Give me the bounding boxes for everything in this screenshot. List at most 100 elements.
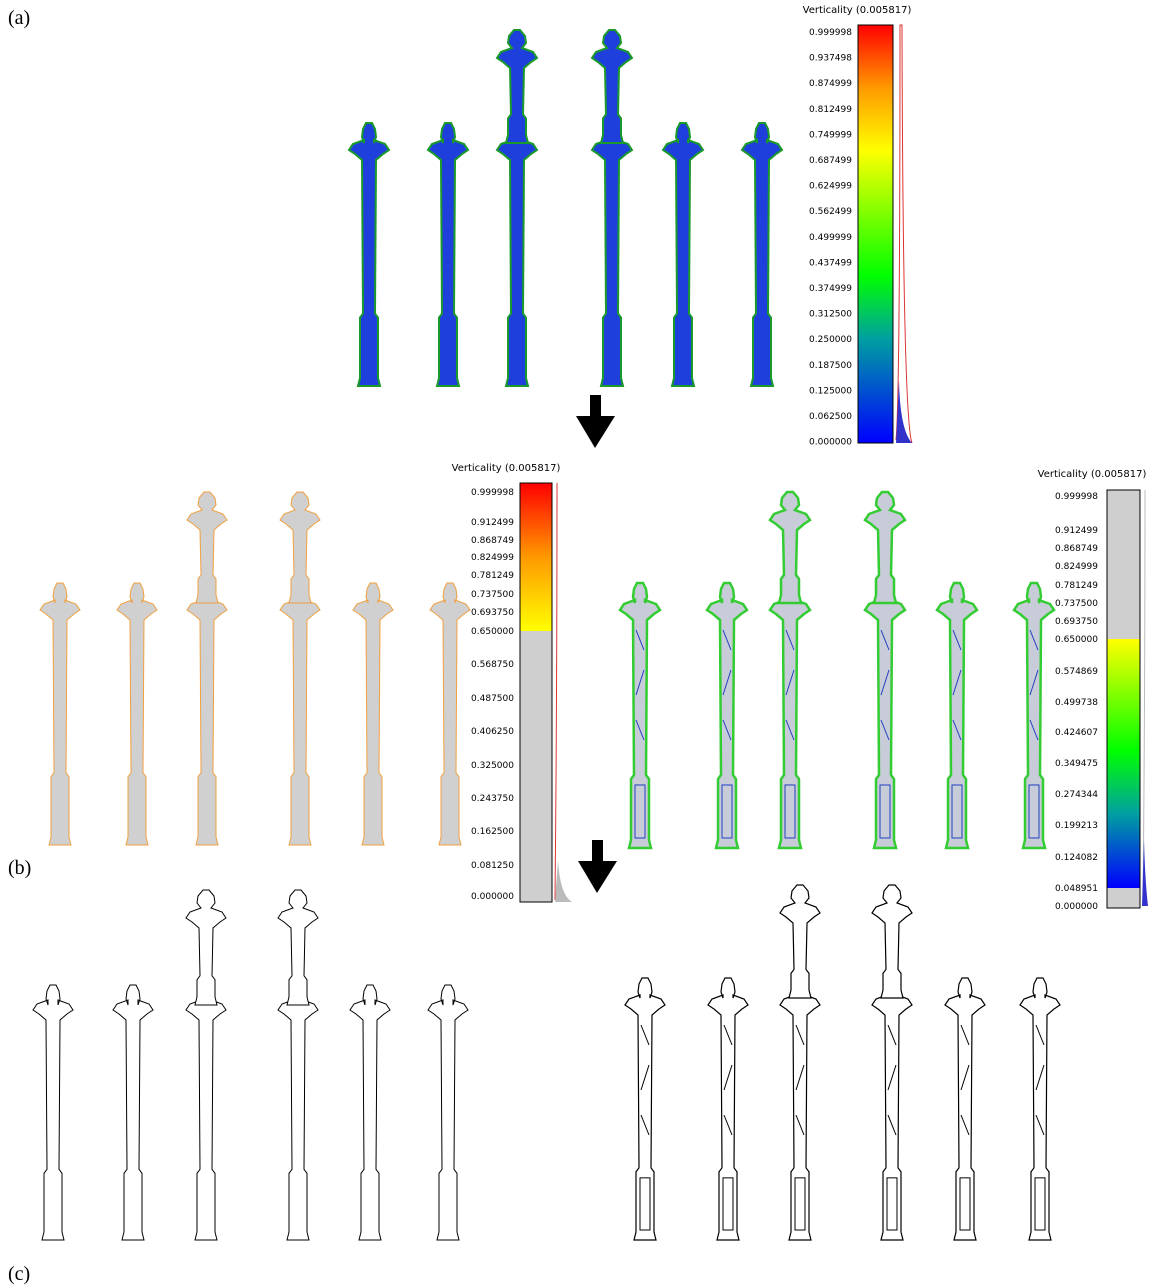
post bbox=[278, 985, 318, 1240]
scale-label: 0.781249 bbox=[1055, 581, 1098, 591]
scale-label: 0.487500 bbox=[471, 694, 514, 704]
scale-title: Verticality (0.005817) bbox=[1038, 469, 1147, 480]
post bbox=[770, 583, 810, 848]
post bbox=[1014, 583, 1054, 848]
scale-label: 0.737500 bbox=[471, 590, 514, 600]
scale-label: 0.693750 bbox=[1055, 617, 1098, 627]
post bbox=[625, 978, 665, 1240]
scale-label: 0.693750 bbox=[471, 608, 514, 618]
histogram bbox=[555, 860, 572, 902]
scale-label: 0.124082 bbox=[1055, 853, 1098, 863]
post bbox=[865, 583, 905, 848]
post bbox=[113, 985, 153, 1240]
post bbox=[1020, 978, 1060, 1240]
post-top bbox=[770, 492, 810, 603]
color-bar bbox=[1107, 490, 1140, 639]
scale-label: 0.568750 bbox=[471, 660, 514, 670]
scale-title: Verticality (0.005817) bbox=[803, 5, 912, 16]
panel-label: (a) bbox=[8, 7, 30, 29]
scale-label: 0.000000 bbox=[1055, 902, 1098, 912]
post bbox=[187, 583, 227, 845]
scale-label: 0.000000 bbox=[471, 892, 514, 902]
post bbox=[497, 123, 537, 386]
post bbox=[349, 123, 389, 386]
scale-label: 0.812499 bbox=[809, 105, 852, 115]
panel-label: (b) bbox=[8, 857, 31, 879]
scale-label: 0.243750 bbox=[471, 794, 514, 804]
scale-label: 0.737500 bbox=[1055, 599, 1098, 609]
color-bar bbox=[520, 483, 552, 631]
post bbox=[117, 583, 157, 845]
scale-label: 0.874999 bbox=[809, 79, 852, 89]
scale-label: 0.125000 bbox=[809, 386, 852, 396]
post bbox=[663, 123, 703, 386]
scale-label: 0.624999 bbox=[809, 182, 852, 192]
scale-label: 0.187500 bbox=[809, 361, 852, 371]
color-bar bbox=[520, 631, 552, 902]
scale-label: 0.912499 bbox=[471, 518, 514, 528]
post bbox=[707, 583, 747, 848]
post-top bbox=[187, 492, 227, 603]
scale-label: 0.374999 bbox=[809, 284, 852, 294]
scale-label: 0.199213 bbox=[1055, 821, 1098, 831]
scale-label: 0.824999 bbox=[1055, 562, 1098, 572]
post bbox=[742, 123, 782, 386]
post-top bbox=[865, 492, 905, 603]
post-top bbox=[592, 30, 632, 143]
post-top bbox=[278, 890, 318, 1005]
post bbox=[780, 978, 820, 1240]
scale-label: 0.499738 bbox=[1055, 698, 1098, 708]
panel-label: (c) bbox=[8, 1263, 30, 1285]
post bbox=[620, 583, 660, 848]
scale-label: 0.349475 bbox=[1055, 759, 1098, 769]
histogram bbox=[896, 25, 912, 443]
post bbox=[280, 583, 320, 845]
scale-label: 0.650000 bbox=[471, 627, 514, 637]
color-bar bbox=[858, 25, 893, 443]
scale-label: 0.081250 bbox=[471, 861, 514, 871]
post bbox=[430, 583, 470, 845]
post bbox=[428, 123, 468, 386]
color-bar bbox=[1107, 888, 1140, 908]
scale-label: 0.562499 bbox=[809, 207, 852, 217]
arrow bbox=[576, 395, 615, 448]
scale-label: 0.574869 bbox=[1055, 667, 1098, 677]
scale-label: 0.162500 bbox=[471, 827, 514, 837]
figure: (a) (b) (c) Verticality (0.005817) 0.9999… bbox=[0, 0, 1150, 1288]
scale-label: 0.437499 bbox=[809, 258, 852, 268]
scale-label: 0.250000 bbox=[809, 335, 852, 345]
post-top bbox=[872, 885, 912, 998]
scale-title: Verticality (0.005817) bbox=[452, 463, 561, 474]
scale-label: 0.868749 bbox=[471, 536, 514, 546]
scale-label: 0.499999 bbox=[809, 233, 852, 243]
post bbox=[33, 985, 73, 1240]
post bbox=[937, 583, 977, 848]
scale-label: 0.912499 bbox=[1055, 526, 1098, 536]
scale-label: 0.999998 bbox=[471, 488, 514, 498]
scale-label: 0.274344 bbox=[1055, 790, 1098, 800]
post bbox=[350, 985, 390, 1240]
scale-label: 0.000000 bbox=[809, 438, 852, 448]
scale-label: 0.406250 bbox=[471, 727, 514, 737]
scale-label: 0.424607 bbox=[1055, 728, 1098, 738]
arrow bbox=[578, 840, 617, 893]
scale-label: 0.687499 bbox=[809, 156, 852, 166]
scale-label: 0.937498 bbox=[809, 54, 852, 64]
scale-label: 0.781249 bbox=[471, 571, 514, 581]
scale-label: 0.824999 bbox=[471, 553, 514, 563]
scale-label: 0.312500 bbox=[809, 310, 852, 320]
post bbox=[945, 978, 985, 1240]
post bbox=[708, 978, 748, 1240]
scale-label: 0.999998 bbox=[1055, 492, 1098, 502]
post bbox=[186, 985, 226, 1240]
scale-label: 0.325000 bbox=[471, 761, 514, 771]
scale-label: 0.062500 bbox=[809, 412, 852, 422]
scale-label: 0.749999 bbox=[809, 130, 852, 140]
color-bar bbox=[1107, 639, 1140, 888]
post-top bbox=[780, 885, 820, 998]
scale-label: 0.868749 bbox=[1055, 544, 1098, 554]
post-top bbox=[497, 30, 537, 143]
post bbox=[353, 583, 393, 845]
histogram bbox=[555, 483, 557, 900]
post-top bbox=[186, 890, 226, 1005]
